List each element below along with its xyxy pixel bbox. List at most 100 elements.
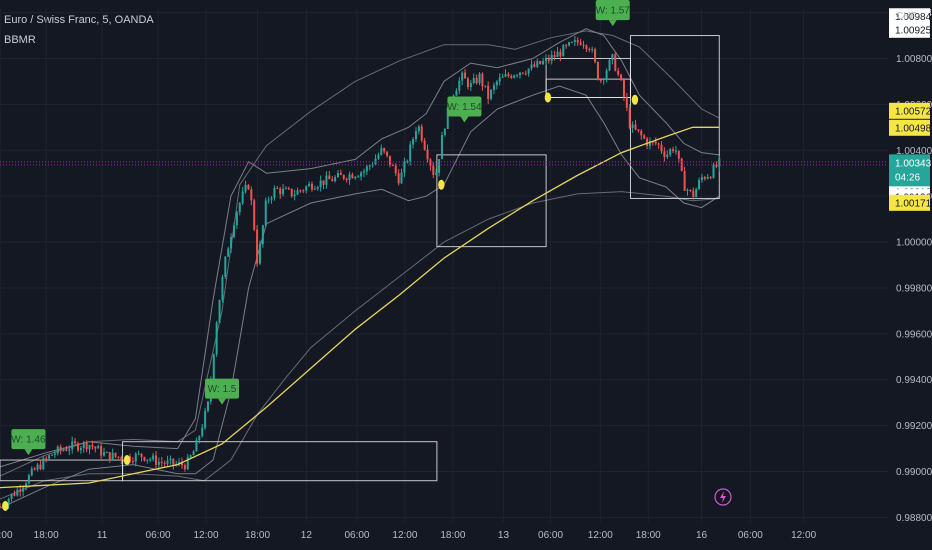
candle-body bbox=[426, 149, 429, 160]
time-tick-label: 11 bbox=[97, 530, 108, 541]
chart-title: Euro / Swiss Franc, 5, OANDA bbox=[4, 14, 154, 26]
candle-body bbox=[475, 77, 478, 84]
candle-body bbox=[643, 135, 646, 139]
candle-body bbox=[325, 175, 328, 185]
time-axis[interactable]: 12:00 18:00 11 06:00 12:00 18:00 12 06:00 12:00 1… bbox=[0, 530, 817, 541]
candle-body bbox=[336, 173, 339, 178]
candle-body bbox=[666, 154, 669, 157]
price-tick-label: 0.99400 bbox=[896, 375, 932, 386]
candle-body bbox=[71, 441, 74, 450]
win-label-box bbox=[11, 429, 46, 450]
candle-body bbox=[62, 449, 65, 451]
price-badge-text: 1.00984 bbox=[895, 12, 932, 23]
range-box bbox=[629, 35, 720, 199]
candle-body bbox=[504, 74, 507, 77]
candle-body bbox=[530, 64, 533, 69]
candle-body bbox=[22, 487, 25, 492]
candle-body bbox=[111, 452, 114, 461]
candle-body bbox=[507, 74, 510, 76]
time-tick-label: 18:00 bbox=[245, 530, 270, 541]
candle-body bbox=[134, 453, 137, 462]
candle-body bbox=[660, 144, 663, 152]
candle-body bbox=[406, 161, 409, 163]
candle-body bbox=[388, 155, 391, 166]
candle-body bbox=[201, 427, 204, 437]
candle-body bbox=[579, 42, 582, 45]
candle-body bbox=[16, 489, 19, 496]
candle-body bbox=[362, 171, 365, 173]
candle-body bbox=[287, 188, 290, 190]
candle-body bbox=[692, 190, 695, 198]
candle-body bbox=[614, 54, 617, 71]
candle-body bbox=[131, 461, 134, 463]
range-box bbox=[545, 78, 631, 98]
candle-body bbox=[91, 445, 94, 447]
candle-body bbox=[521, 72, 524, 74]
candle-body bbox=[0, 505, 1, 507]
candle-body bbox=[267, 199, 270, 201]
candle-body bbox=[302, 190, 305, 192]
range-box bbox=[436, 154, 547, 248]
price-tick-label: 1.00800 bbox=[896, 54, 932, 65]
candle-body bbox=[695, 188, 698, 198]
candle-body bbox=[7, 499, 10, 506]
candle-body bbox=[377, 154, 380, 159]
price-badge-box bbox=[889, 119, 930, 136]
indicator-label[interactable]: BBMR bbox=[4, 34, 36, 46]
win-label-text: W: 1.54 bbox=[447, 102, 482, 113]
outer-band-lower bbox=[0, 191, 720, 500]
price-tick-label: 0.99200 bbox=[896, 421, 932, 432]
candle-body bbox=[102, 452, 105, 456]
time-tick-label: 13 bbox=[498, 530, 510, 541]
candle-body bbox=[602, 79, 605, 81]
candle-body bbox=[195, 440, 198, 452]
candle-body bbox=[82, 442, 85, 448]
candle-body bbox=[42, 458, 45, 470]
candle-body bbox=[464, 72, 467, 79]
candle-body bbox=[163, 463, 166, 465]
candle-body bbox=[299, 190, 302, 192]
candle-body bbox=[24, 483, 27, 488]
candle-body bbox=[33, 468, 36, 470]
candle-body bbox=[498, 77, 501, 82]
candle-body bbox=[117, 456, 120, 458]
candle-body bbox=[19, 489, 22, 492]
win-label-text: W: 1.57 bbox=[596, 6, 631, 17]
candle-body bbox=[455, 90, 458, 96]
candle-body bbox=[622, 80, 625, 97]
candle-body bbox=[305, 186, 308, 191]
candle-body bbox=[481, 73, 484, 87]
last-price-box bbox=[889, 154, 930, 187]
candle-body bbox=[360, 172, 363, 177]
price-badge-text: 1.00498 bbox=[895, 123, 932, 134]
candle-body bbox=[492, 85, 495, 90]
time-tick-label: 12 bbox=[301, 530, 313, 541]
candle-body bbox=[227, 248, 230, 257]
win-label-text: W: 1.5 bbox=[208, 384, 237, 395]
candle-body bbox=[533, 64, 536, 67]
candle-body bbox=[559, 51, 562, 57]
candle-body bbox=[313, 188, 316, 190]
candle-body bbox=[686, 189, 689, 191]
candles bbox=[0, 35, 721, 510]
candle-body bbox=[380, 148, 383, 155]
candle-body bbox=[608, 60, 611, 71]
candle-body bbox=[36, 464, 39, 470]
price-tick-label: 0.99000 bbox=[896, 467, 932, 478]
candle-body bbox=[97, 445, 100, 449]
last-price-badge: 1.00343 04:26 bbox=[889, 154, 932, 187]
candle-body bbox=[27, 475, 30, 484]
candle-body bbox=[446, 107, 449, 129]
candle-body bbox=[100, 445, 103, 456]
candle-body bbox=[556, 51, 559, 57]
candle-body bbox=[308, 183, 311, 187]
candle-body bbox=[339, 173, 342, 176]
candle-body bbox=[204, 410, 207, 428]
price-axis[interactable]: 0.98800 0.99000 0.99200 0.99400 0.99600 0.998… bbox=[896, 8, 932, 524]
candle-body bbox=[478, 73, 481, 84]
lightning-icon[interactable] bbox=[714, 488, 732, 506]
price-badge-box bbox=[889, 194, 930, 211]
candle-body bbox=[76, 443, 79, 451]
candle-body bbox=[703, 177, 706, 179]
